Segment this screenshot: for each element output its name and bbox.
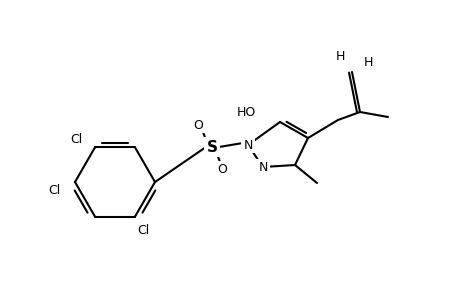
Text: S: S [206,140,217,154]
Text: O: O [217,163,226,176]
Text: N: N [243,139,252,152]
Text: Cl: Cl [71,133,83,146]
Text: Cl: Cl [137,224,149,237]
Text: H: H [363,56,372,68]
Text: Cl: Cl [49,184,61,196]
Text: HO: HO [236,106,256,118]
Text: N: N [258,160,267,173]
Text: H: H [335,50,344,62]
Text: O: O [193,118,202,131]
